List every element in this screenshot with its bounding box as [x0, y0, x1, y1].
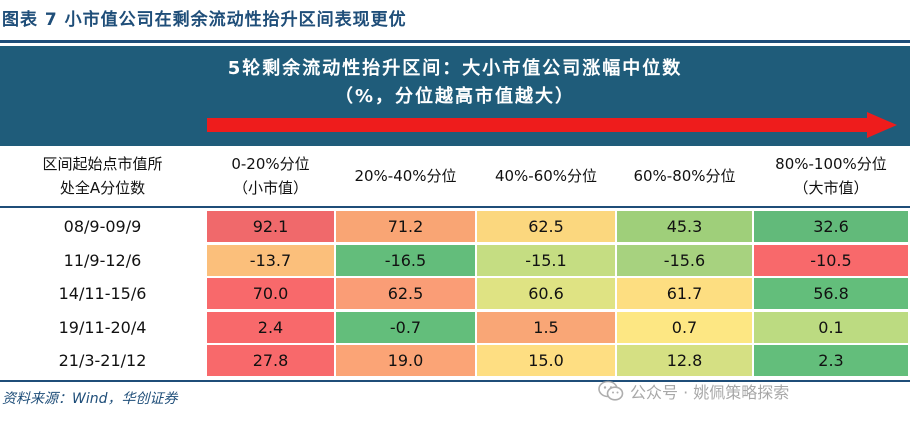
- table-row: 14/11-15/6 70.0 62.5 60.6 61.7 56.8: [0, 277, 910, 310]
- value-cell: 12.8: [617, 345, 752, 377]
- value-cell: 0.7: [617, 311, 752, 343]
- value-cell: -10.5: [754, 244, 908, 276]
- column-header-label: 20%-40%分位: [354, 167, 457, 185]
- row-header-cell: 区间起始点市值所 处全A分位数: [0, 146, 205, 206]
- table-row: 11/9-12/6 -13.7 -16.5 -15.1 -15.6 -10.5: [0, 244, 910, 277]
- column-header-label: 60%-80%分位: [633, 167, 736, 185]
- column-header-0: 0-20%分位 （小市值）: [207, 146, 334, 206]
- row-label: 11/9-12/6: [63, 250, 142, 270]
- title-rule: [0, 40, 910, 43]
- table-banner: 5轮剩余流动性抬升区间：大小市值公司涨幅中位数 （%，分位越高市值越大）: [0, 46, 910, 146]
- value-cell: 0.1: [754, 311, 908, 343]
- column-header-1: 20%-40%分位: [336, 146, 475, 206]
- wechat-icon: [598, 380, 624, 401]
- watermark-text: 公众号 · 姚佩策略探索: [630, 383, 790, 402]
- source-note: 资料来源：Wind，华创证券: [2, 391, 178, 407]
- table-body: 08/9-09/9 92.1 71.2 62.5 45.3 32.6 11/9-12/6 -1…: [0, 210, 910, 378]
- banner-title: 5轮剩余流动性抬升区间：大小市值公司涨幅中位数: [227, 58, 683, 79]
- value-cell: -0.7: [336, 311, 475, 343]
- column-header-4: 80%-100%分位 （大市值）: [754, 146, 908, 206]
- value-cell: 45.3: [617, 211, 752, 242]
- value-cell: -16.5: [336, 244, 475, 276]
- value-cell: -15.1: [477, 244, 615, 276]
- value-cell: 27.8: [207, 345, 334, 377]
- value-cell: 71.2: [336, 211, 475, 242]
- table-row: 19/11-20/4 2.4 -0.7 1.5 0.7 0.1: [0, 311, 910, 344]
- row-label: 21/3-21/12: [58, 351, 147, 371]
- row-label: 19/11-20/4: [58, 317, 147, 337]
- value-cell: 1.5: [477, 311, 615, 343]
- table-header-row: 区间起始点市值所 处全A分位数 0-20%分位 （小市值） 20%-40%分位 …: [0, 146, 910, 208]
- table-row: 21/3-21/12 27.8 19.0 15.0 12.8 2.3: [0, 344, 910, 377]
- value-cell: 62.5: [477, 211, 615, 242]
- column-header-label: 0-20%分位: [231, 155, 310, 173]
- column-header-2: 40%-60%分位: [477, 146, 615, 206]
- value-cell: 62.5: [336, 278, 475, 310]
- column-header-3: 60%-80%分位: [617, 146, 752, 206]
- value-cell: 2.4: [207, 311, 334, 343]
- value-cell: 2.3: [754, 345, 908, 377]
- value-cell: 32.6: [754, 211, 908, 242]
- figure-title: 图表 7 小市值公司在剩余流动性抬升区间表现更优: [2, 10, 407, 30]
- value-cell: -15.6: [617, 244, 752, 276]
- row-label: 14/11-15/6: [58, 284, 147, 304]
- arrow-right-icon: [207, 112, 897, 138]
- value-cell: 56.8: [754, 278, 908, 310]
- column-header-label: 40%-60%分位: [494, 167, 598, 185]
- value-cell: -13.7: [207, 244, 334, 276]
- column-header-sublabel: （大市值）: [793, 179, 869, 197]
- row-header-line1: 区间起始点市值所: [42, 155, 163, 173]
- banner-subtitle: （%，分位越高市值越大）: [334, 86, 576, 107]
- column-header-label: 80%-100%分位: [775, 155, 887, 173]
- value-cell: 15.0: [477, 345, 615, 377]
- table-row: 08/9-09/9 92.1 71.2 62.5 45.3 32.6: [0, 210, 910, 243]
- row-header-line2: 处全A分位数: [59, 179, 146, 197]
- value-cell: 19.0: [336, 345, 475, 377]
- row-label: 08/9-09/9: [63, 217, 142, 236]
- watermark: 公众号 · 姚佩策略探索: [598, 378, 789, 404]
- value-cell: 60.6: [477, 278, 615, 310]
- value-cell: 92.1: [207, 211, 334, 242]
- column-header-sublabel: （小市值）: [232, 179, 308, 197]
- value-cell: 70.0: [207, 278, 334, 310]
- value-cell: 61.7: [617, 278, 752, 310]
- table-bottom-rule: [0, 380, 910, 382]
